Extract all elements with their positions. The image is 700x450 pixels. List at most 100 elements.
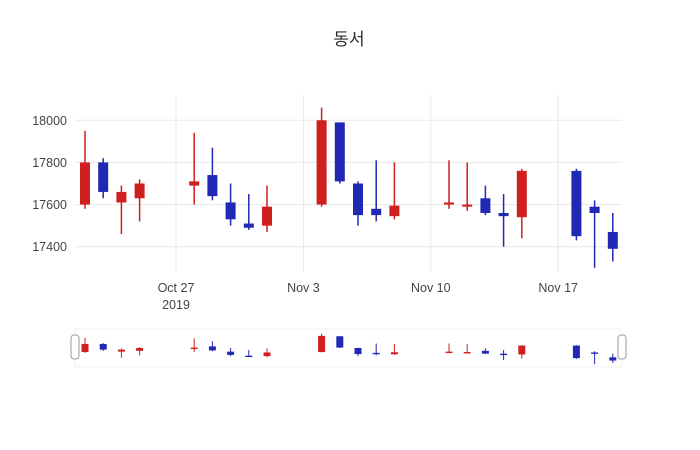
candle[interactable]	[189, 132, 200, 205]
candle-body	[190, 347, 198, 349]
candle-body	[591, 352, 599, 354]
candle[interactable]	[99, 343, 107, 351]
candle[interactable]	[516, 168, 527, 239]
candle-body	[498, 213, 509, 217]
candle-body	[445, 351, 453, 354]
candle[interactable]	[208, 341, 216, 352]
chart-title: 동서	[333, 30, 364, 49]
candle-body	[208, 346, 216, 351]
candle-body	[444, 202, 454, 205]
candle-body	[571, 170, 582, 237]
candle-body	[518, 345, 526, 355]
candle[interactable]	[463, 343, 471, 354]
candle-body	[81, 343, 89, 353]
candle[interactable]	[571, 168, 582, 241]
candle-body	[389, 205, 400, 217]
range-slider[interactable]	[70, 328, 627, 368]
range-slider-handle-right[interactable]	[617, 334, 627, 360]
candle[interactable]	[334, 122, 345, 184]
candle[interactable]	[481, 348, 489, 355]
range-slider-handle-left[interactable]	[70, 334, 80, 360]
candle-body	[516, 170, 527, 218]
candle[interactable]	[372, 343, 380, 356]
candle-body	[462, 204, 473, 207]
candle-body	[607, 231, 618, 249]
candle-body	[245, 355, 253, 358]
candle-body	[116, 191, 127, 203]
candle-body	[500, 353, 508, 356]
candle-body	[371, 208, 382, 216]
candle-body	[316, 120, 327, 205]
candle-body	[136, 348, 144, 351]
candle[interactable]	[480, 185, 491, 216]
candle-body	[334, 122, 345, 182]
candle-body	[480, 198, 491, 213]
candle-body	[609, 357, 617, 361]
candle[interactable]	[572, 345, 580, 359]
candle[interactable]	[390, 343, 398, 355]
candle[interactable]	[607, 213, 618, 262]
candle-body	[134, 183, 145, 199]
candle-body	[117, 349, 125, 352]
candle-series	[80, 107, 618, 268]
candle-body	[227, 351, 235, 355]
candle[interactable]	[80, 130, 90, 209]
candle-body	[390, 352, 398, 355]
candle[interactable]	[190, 338, 198, 353]
candle[interactable]	[353, 181, 363, 226]
y-tick-label: 17600	[32, 198, 67, 212]
x-tick-label: Oct 27	[158, 281, 195, 295]
candle[interactable]	[227, 348, 235, 357]
candle-body	[207, 175, 218, 197]
candle[interactable]	[609, 353, 617, 363]
candle[interactable]	[336, 336, 344, 348]
candle-body	[262, 206, 272, 226]
candle[interactable]	[462, 162, 473, 211]
candle[interactable]	[117, 348, 125, 358]
candle[interactable]	[136, 347, 144, 356]
candle-body	[589, 206, 600, 213]
candle-body	[572, 345, 580, 359]
x-tick-sublabel: 2019	[162, 298, 190, 312]
candle[interactable]	[498, 194, 509, 247]
candle[interactable]	[243, 194, 254, 230]
candle-body	[372, 352, 380, 355]
candle[interactable]	[318, 333, 326, 353]
candle[interactable]	[262, 185, 272, 232]
candle-body	[263, 352, 271, 357]
candle[interactable]	[389, 162, 400, 220]
candle[interactable]	[263, 348, 271, 358]
candle-body	[354, 348, 362, 355]
candle[interactable]	[445, 343, 453, 354]
candle[interactable]	[444, 160, 454, 209]
y-tick-label: 17800	[32, 156, 67, 170]
candle[interactable]	[207, 147, 218, 201]
x-tick-label: Nov 17	[538, 281, 578, 295]
candle[interactable]	[134, 179, 145, 222]
candle-body	[189, 181, 200, 186]
candle[interactable]	[591, 351, 599, 365]
candle-body	[318, 335, 326, 353]
range-slider-track[interactable]	[74, 328, 623, 368]
axis-labels: 17400 17600 17800 18000 Oct 27 2019 Nov 3 Nov 1…	[32, 114, 578, 312]
candle-body	[336, 336, 344, 348]
candle[interactable]	[354, 347, 362, 357]
candle[interactable]	[116, 185, 127, 235]
candle[interactable]	[81, 337, 89, 353]
candle[interactable]	[316, 107, 327, 207]
candle-body	[99, 343, 107, 350]
candle[interactable]	[245, 350, 253, 358]
y-tick-label: 17400	[32, 240, 67, 254]
candle-body	[98, 162, 109, 192]
axis-grid	[75, 95, 622, 272]
candle[interactable]	[500, 350, 508, 361]
candle[interactable]	[371, 160, 382, 222]
candle[interactable]	[518, 345, 526, 359]
candle[interactable]	[225, 183, 236, 226]
candle[interactable]	[589, 200, 600, 268]
candle-body	[243, 223, 254, 228]
candle-body	[463, 352, 471, 354]
candle[interactable]	[98, 158, 109, 199]
